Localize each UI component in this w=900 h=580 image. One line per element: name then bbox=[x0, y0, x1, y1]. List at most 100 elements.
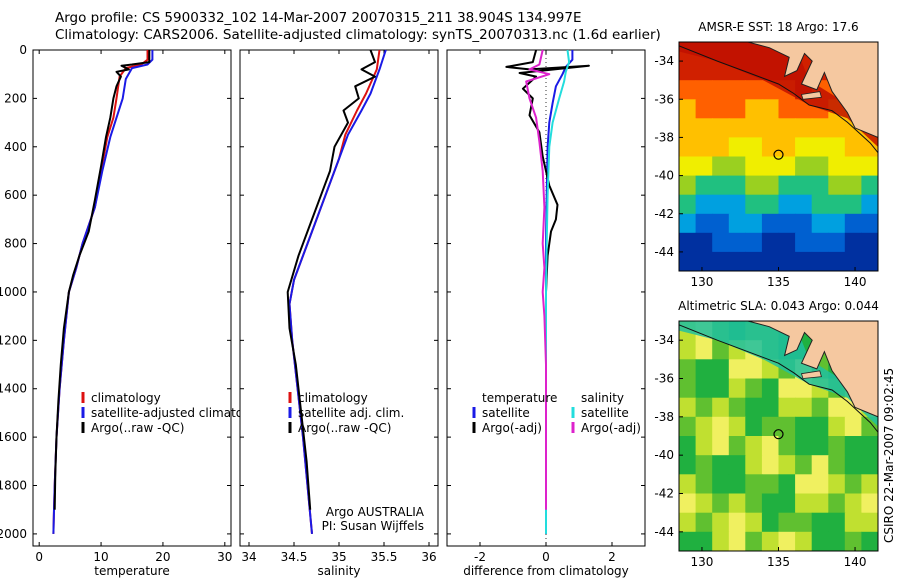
map-cell bbox=[728, 99, 746, 119]
map-y-tick-label: -38 bbox=[654, 410, 674, 424]
map-cell bbox=[828, 474, 846, 495]
map-cell bbox=[828, 455, 846, 475]
map-cell bbox=[728, 80, 746, 100]
x-tick-label: 0 bbox=[35, 550, 43, 564]
map-cell bbox=[795, 455, 813, 475]
map-cell bbox=[712, 213, 730, 234]
map-cell bbox=[745, 455, 763, 475]
map-cell bbox=[712, 436, 730, 456]
map-cell bbox=[861, 436, 878, 456]
map-cell bbox=[745, 493, 763, 514]
map-cell bbox=[761, 213, 780, 234]
map-cell bbox=[679, 531, 697, 551]
map-cell bbox=[761, 194, 780, 215]
map-cell bbox=[679, 493, 697, 514]
figure-title-line1: Argo profile: CS 5900332_102 14-Mar-2007… bbox=[55, 10, 582, 26]
x-tick-label: -2 bbox=[474, 550, 486, 564]
map-y-tick-label: -36 bbox=[654, 372, 674, 386]
map-cell bbox=[844, 175, 862, 196]
map-cell bbox=[712, 512, 730, 533]
map-cell bbox=[712, 118, 730, 138]
map-cell bbox=[679, 455, 697, 475]
y-tick-label: 1600 bbox=[0, 430, 27, 444]
map-y-tick-label: -44 bbox=[654, 245, 674, 259]
map-cell bbox=[844, 455, 862, 475]
map-cell bbox=[844, 156, 862, 177]
map-cell bbox=[861, 156, 878, 177]
map-cell bbox=[712, 80, 730, 100]
series-line-salinity-argo-adj- bbox=[525, 49, 551, 510]
map-cell bbox=[844, 474, 862, 495]
map-cell bbox=[795, 156, 813, 177]
map-cell bbox=[695, 416, 713, 437]
map-cell bbox=[745, 378, 763, 399]
map-cell bbox=[828, 251, 846, 271]
map-cell bbox=[712, 61, 730, 81]
map-cell bbox=[778, 232, 796, 253]
x-tick-label: 10 bbox=[93, 550, 108, 564]
map-cell bbox=[778, 474, 796, 495]
map-cell bbox=[695, 194, 713, 215]
map-cell bbox=[795, 493, 813, 514]
map-cell bbox=[745, 175, 763, 196]
map-cell bbox=[695, 359, 713, 380]
map-cell bbox=[828, 531, 846, 551]
y-tick-label: 1000 bbox=[0, 285, 27, 299]
map-cell bbox=[811, 397, 829, 418]
map-cell bbox=[745, 99, 763, 119]
map-cell bbox=[761, 175, 780, 196]
map-cell bbox=[761, 251, 780, 271]
legend-label: satellite adj. clim. bbox=[298, 406, 404, 420]
map-cell bbox=[712, 251, 730, 271]
map-cell bbox=[778, 213, 796, 234]
map-cell bbox=[861, 251, 878, 271]
legend-title: temperature bbox=[482, 391, 557, 405]
map-cell bbox=[728, 455, 746, 475]
map-cell bbox=[844, 512, 862, 533]
map-cell bbox=[844, 213, 862, 234]
map-cell bbox=[844, 251, 862, 271]
map-cell bbox=[811, 512, 829, 533]
map-cell bbox=[778, 118, 796, 138]
map-cell bbox=[679, 232, 697, 253]
map-cell bbox=[778, 378, 796, 399]
map-cell bbox=[695, 175, 713, 196]
legend-label: Argo(..raw -QC) bbox=[298, 421, 391, 435]
map-cell bbox=[712, 156, 730, 177]
map-cell bbox=[761, 455, 780, 475]
y-tick-label: 400 bbox=[4, 140, 27, 154]
map-cell bbox=[761, 531, 780, 551]
map-cell bbox=[761, 416, 780, 437]
map-y-tick-label: -42 bbox=[654, 207, 674, 221]
map-cell bbox=[811, 232, 829, 253]
map-cell bbox=[712, 232, 730, 253]
y-tick-label: 1200 bbox=[0, 333, 27, 347]
shelf-contour bbox=[679, 45, 878, 154]
map-cell bbox=[712, 455, 730, 475]
map-cell bbox=[745, 251, 763, 271]
map-cell bbox=[695, 436, 713, 456]
map-cell bbox=[761, 474, 780, 495]
map-cell bbox=[745, 416, 763, 437]
y-tick-label: 800 bbox=[4, 237, 27, 251]
map-cell bbox=[828, 232, 846, 253]
map-cell bbox=[795, 251, 813, 271]
legend-label: climatology bbox=[298, 391, 368, 405]
map-cell bbox=[679, 436, 697, 456]
x-tick-label: 30 bbox=[217, 550, 232, 564]
legend-label: Argo(-adj) bbox=[482, 421, 542, 435]
map-cell bbox=[761, 118, 780, 138]
argo-position-marker bbox=[773, 429, 784, 440]
map-cell bbox=[728, 416, 746, 437]
map-cell bbox=[795, 512, 813, 533]
map-cell bbox=[811, 137, 829, 158]
credit-text: CSIRO 22-Mar-2007 09:02:45 bbox=[882, 368, 896, 543]
map-cell bbox=[861, 455, 878, 475]
map-cell bbox=[828, 512, 846, 533]
map-cell bbox=[679, 118, 697, 138]
shelf-region bbox=[679, 321, 878, 427]
map-cell bbox=[795, 416, 813, 437]
map-cell bbox=[679, 397, 697, 418]
